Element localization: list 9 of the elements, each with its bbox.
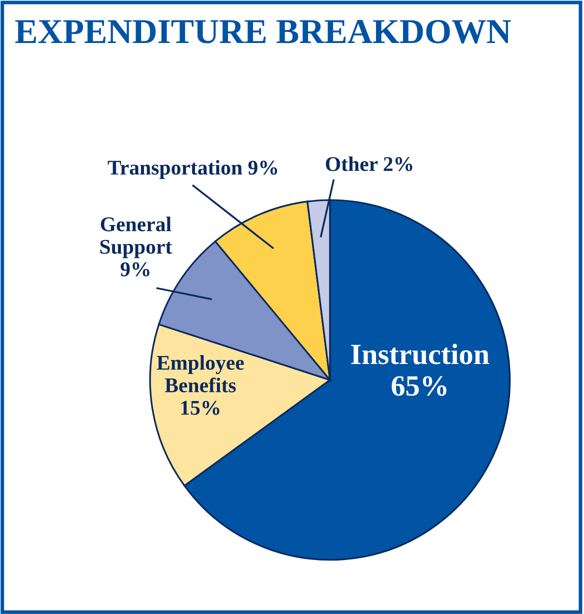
chart-title: EXPENDITURE BREAKDOWN — [15, 20, 511, 44]
data-label: 65% — [392, 376, 446, 396]
slice-label: Other 2% — [326, 156, 412, 172]
slice-label: General Support — [100, 216, 172, 258]
data-label: 15% — [181, 400, 220, 415]
slice-label: Instruction — [351, 344, 490, 364]
slice-label: Employee Benefits — [156, 355, 244, 392]
slice-label: Transportation 9% — [108, 160, 278, 179]
data-label: 9% — [120, 262, 150, 276]
